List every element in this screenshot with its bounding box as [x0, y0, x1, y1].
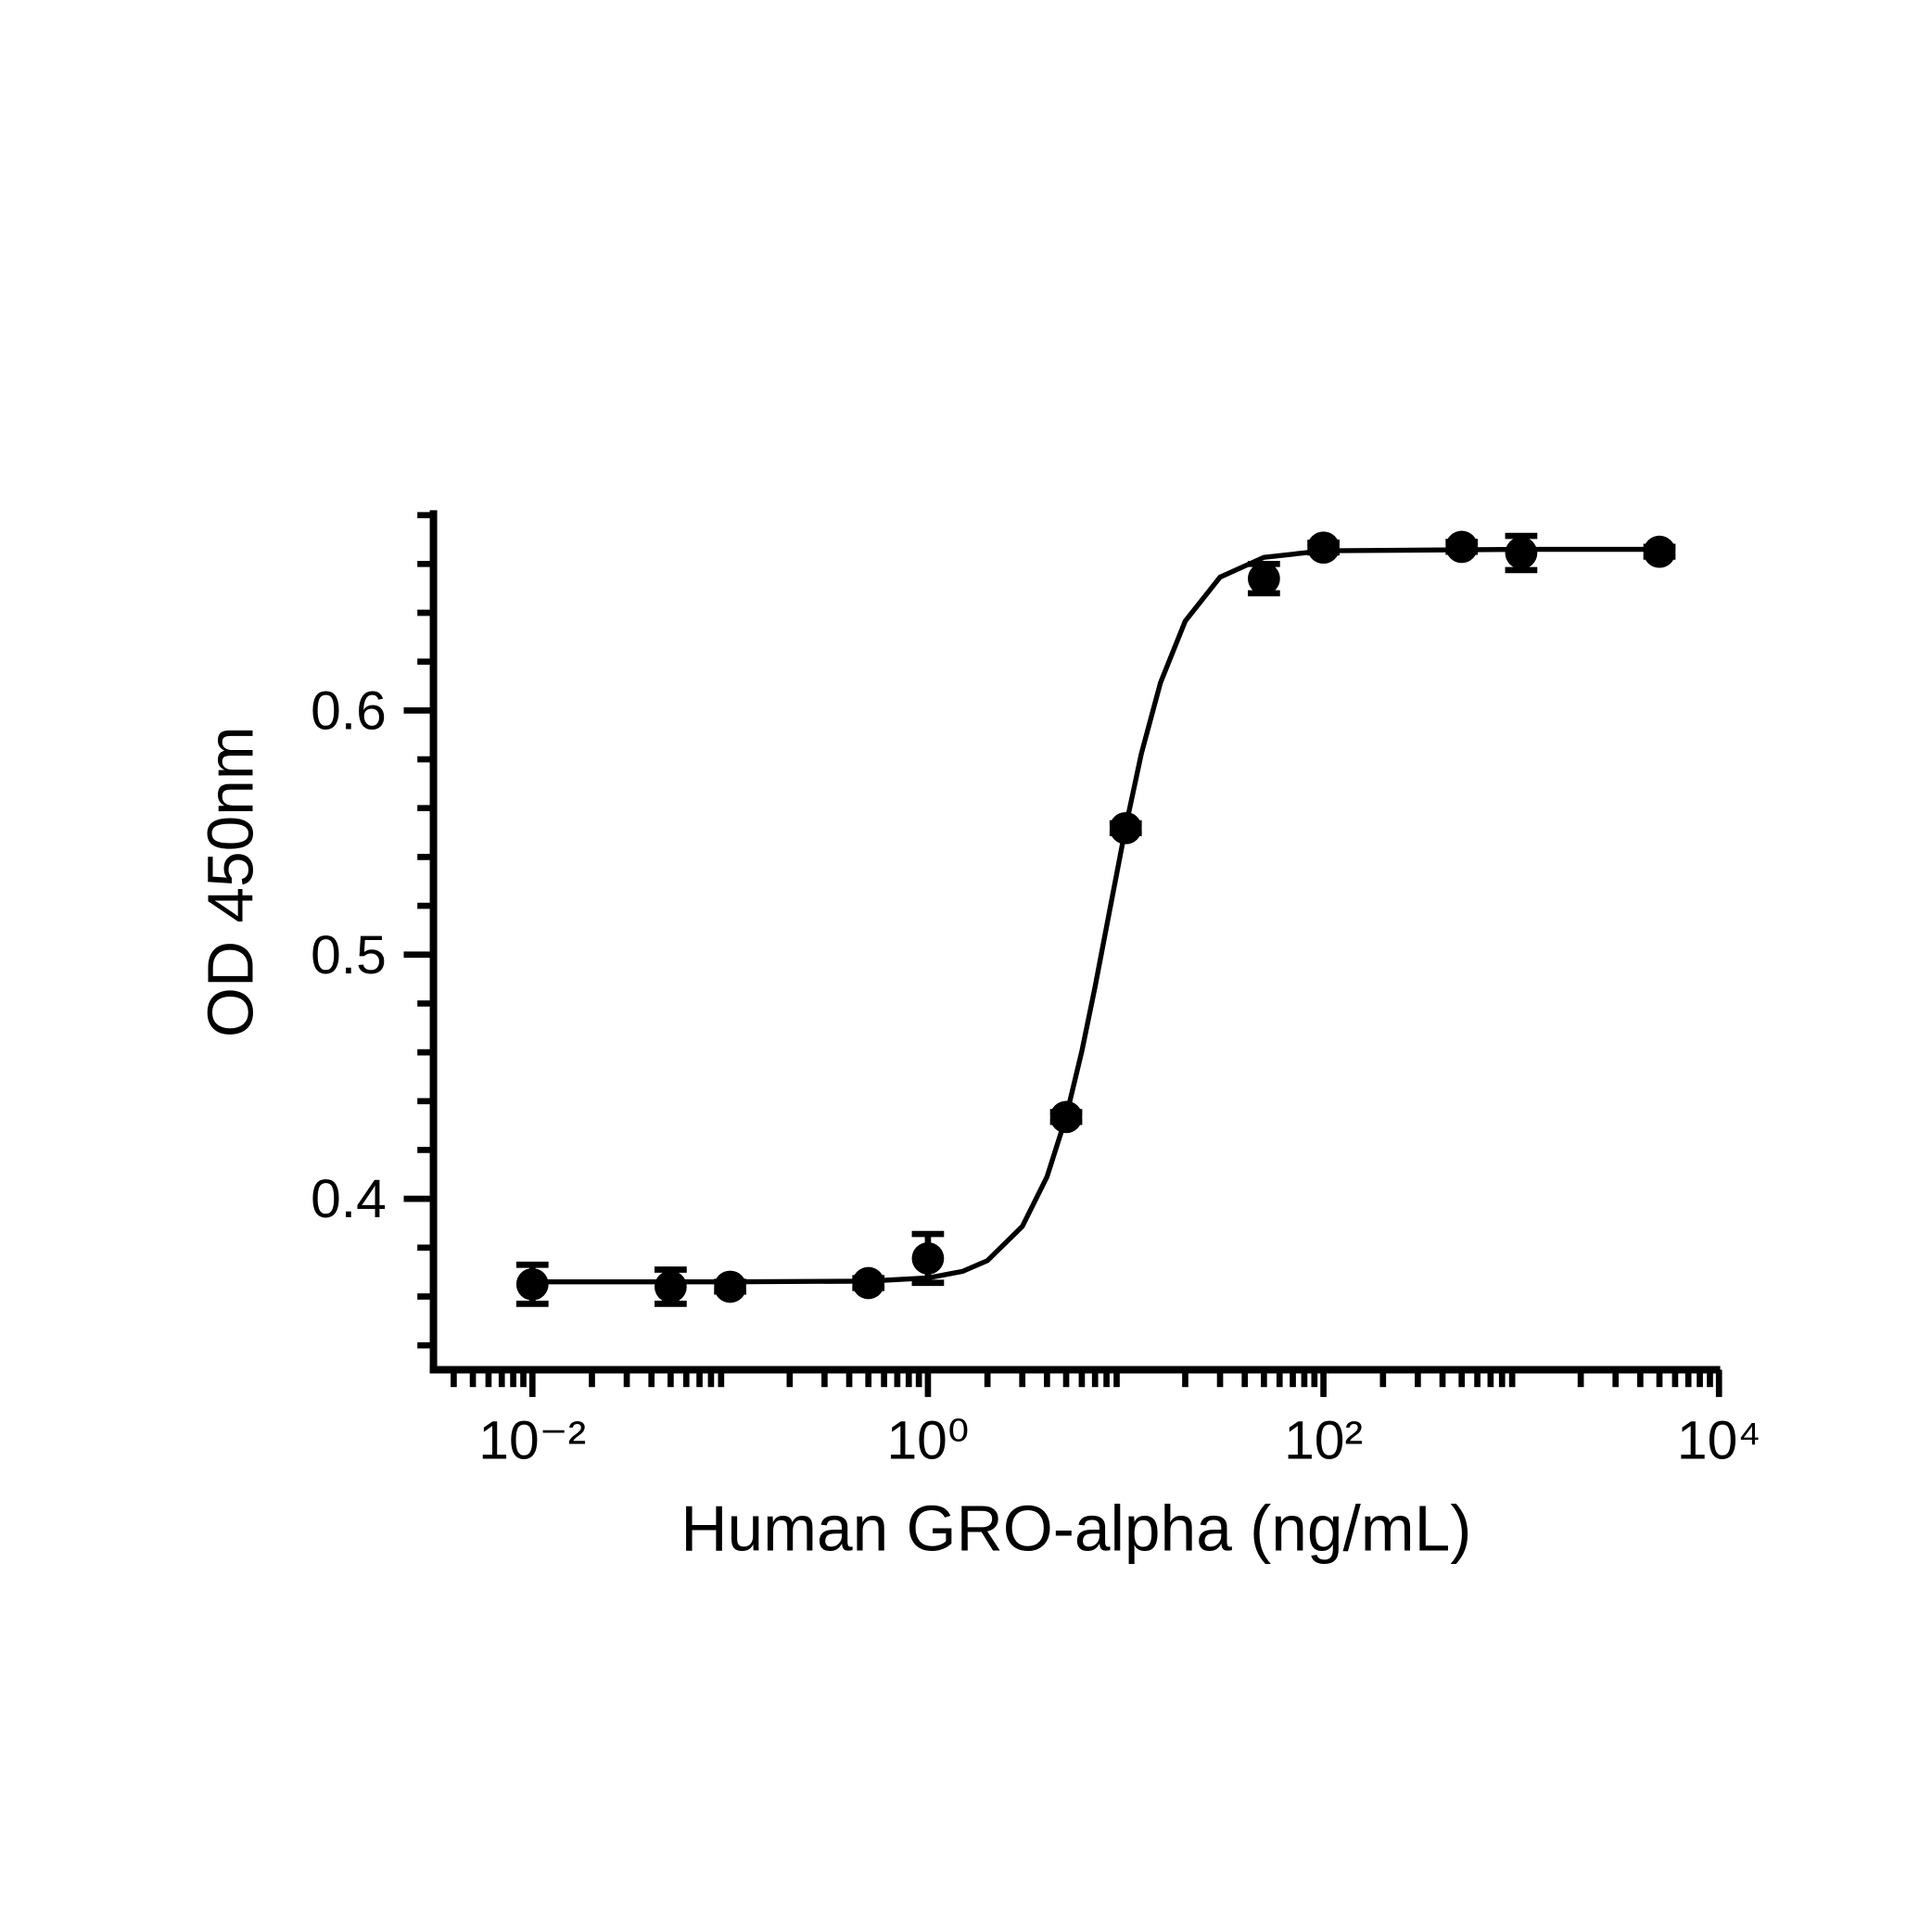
- y-axis-label: OD 450nm: [195, 726, 267, 1037]
- data-point: [655, 1270, 687, 1303]
- data-point: [911, 1242, 945, 1275]
- x-tick-label: 10⁻²: [478, 1411, 586, 1471]
- data-point: [1445, 530, 1479, 564]
- data-point: [714, 1270, 746, 1303]
- x-tick-label: 10²: [1284, 1411, 1363, 1471]
- x-tick-label: 10⁴: [1677, 1411, 1761, 1471]
- y-tick-label: 0.5: [311, 925, 387, 985]
- data-point: [515, 1267, 549, 1301]
- y-tick-label: 0.4: [311, 1169, 387, 1229]
- data-point: [1247, 562, 1280, 595]
- y-tick-label: 0.6: [311, 680, 387, 741]
- data-point: [1505, 537, 1538, 569]
- x-axis-label: Human GRO-alpha (ng/mL): [680, 1493, 1471, 1565]
- x-tick-label: 10⁰: [886, 1411, 969, 1471]
- data-point: [1307, 531, 1340, 565]
- fit-curve: [532, 546, 1660, 1285]
